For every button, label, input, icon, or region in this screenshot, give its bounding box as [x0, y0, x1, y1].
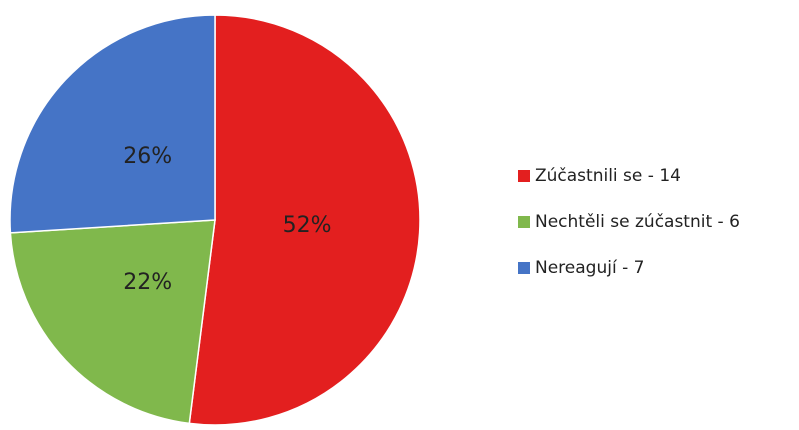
pie-slice [188, 14, 421, 426]
value-label: 52% [283, 213, 332, 238]
pie-slice [9, 219, 216, 425]
legend-label: Nechtěli se zúčastnit - 6 [535, 212, 740, 232]
legend-swatch [518, 262, 530, 274]
pie-slice [9, 14, 216, 234]
legend-swatch [518, 216, 530, 228]
legend-swatch [518, 170, 530, 182]
value-label: 26% [123, 144, 172, 169]
legend-label: Nereagují - 7 [535, 258, 644, 278]
legend-label: Zúčastnili se - 14 [535, 166, 681, 186]
value-label: 22% [123, 270, 172, 295]
